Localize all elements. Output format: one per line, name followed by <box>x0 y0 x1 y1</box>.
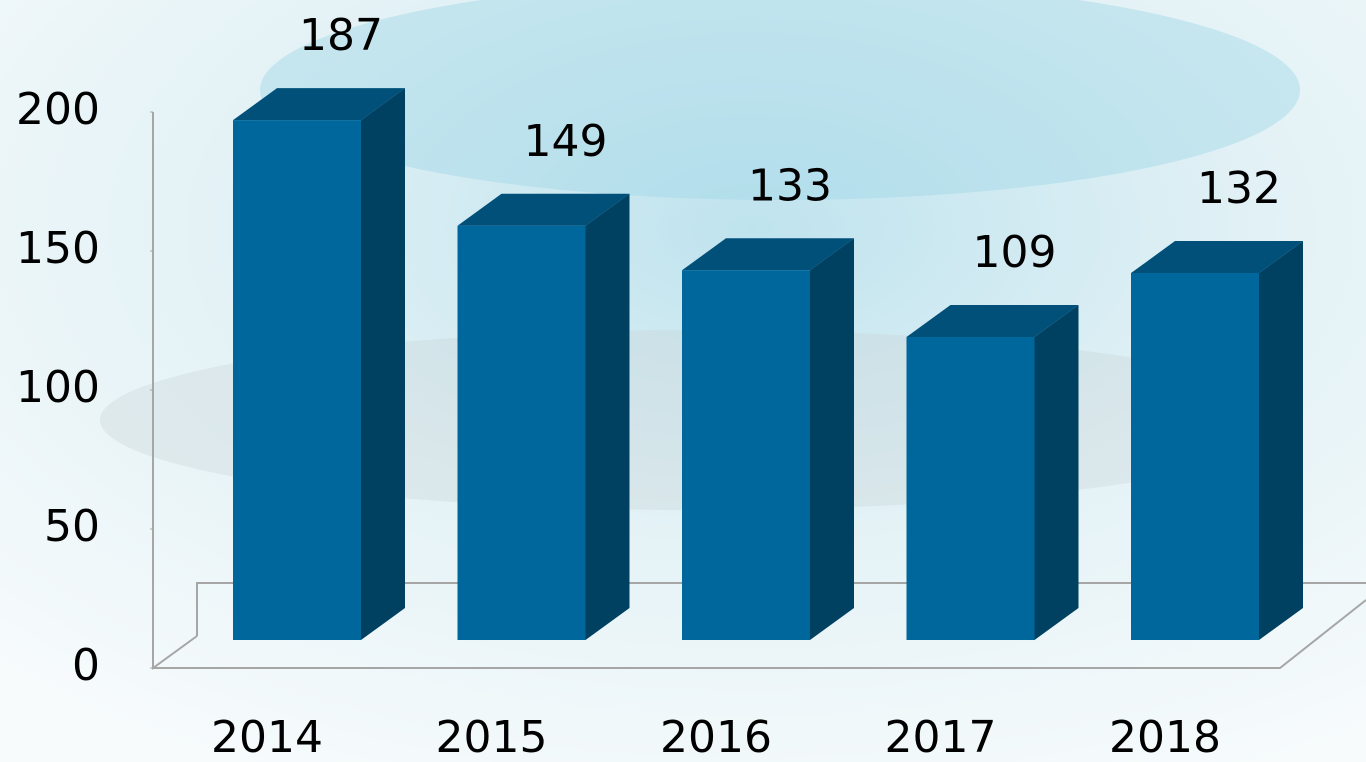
bar-side <box>1259 241 1303 640</box>
bar-side <box>810 238 854 640</box>
bar <box>907 305 1079 640</box>
page: 0 50 100 150 200 187 2014 149 2015 133 2016 109 2017… <box>0 0 1366 762</box>
bar-front <box>1131 273 1259 640</box>
y-tick-label: 100 <box>16 362 100 413</box>
value-label: 149 <box>524 116 608 167</box>
bar-front <box>907 337 1035 640</box>
bar-front <box>458 226 586 640</box>
chart: 0 50 100 150 200 187 2014 149 2015 133 2016 109 2017… <box>0 0 1366 762</box>
bar-side <box>361 88 405 640</box>
value-label: 132 <box>1197 163 1281 214</box>
y-tick-label: 200 <box>16 84 100 135</box>
bar-side <box>586 194 630 640</box>
x-tick-label: 2017 <box>885 712 997 762</box>
x-tick-label: 2014 <box>211 712 323 762</box>
bar <box>233 88 405 640</box>
x-tick-label: 2015 <box>436 712 548 762</box>
bar-front <box>233 120 361 640</box>
y-tick-label: 0 <box>72 640 100 691</box>
value-label: 133 <box>748 160 832 211</box>
bar-side <box>1035 305 1079 640</box>
x-tick-label: 2018 <box>1109 712 1221 762</box>
bar <box>458 194 630 640</box>
y-tick-label: 150 <box>16 223 100 274</box>
bar-front <box>682 270 810 640</box>
y-tick-label: 50 <box>44 501 100 552</box>
x-tick-label: 2016 <box>660 712 772 762</box>
bar <box>1131 241 1303 640</box>
value-label: 109 <box>973 227 1057 278</box>
bar <box>682 238 854 640</box>
value-label: 187 <box>299 10 383 61</box>
